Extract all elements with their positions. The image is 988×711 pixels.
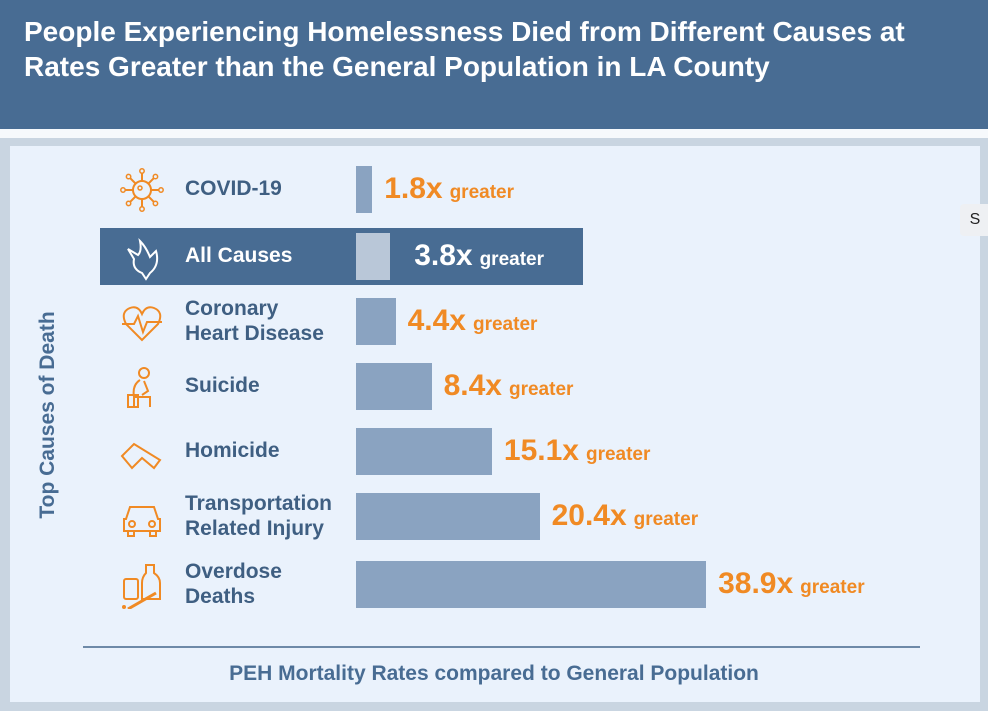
category-label: Homicide (185, 439, 280, 462)
bar-row: Transportation Related Injury 20.4x greater (100, 492, 698, 540)
dove-icon (120, 235, 164, 281)
title-banner: People Experiencing Homelessness Died fr… (0, 0, 988, 129)
y-axis-label: Top Causes of Death (36, 311, 59, 519)
chart-title: People Experiencing Homelessness Died fr… (24, 16, 905, 82)
category-label: Transportation Related Injury (185, 492, 333, 540)
bar-row: Coronary Heart Disease 4.4x greater (100, 297, 583, 345)
category-label: Overdose Deaths (185, 560, 282, 608)
car-icon (120, 495, 164, 539)
side-button[interactable]: S (960, 204, 988, 236)
category-label: COVID-19 (185, 177, 282, 200)
category-label: Coronary Heart Disease (185, 297, 324, 345)
bar (356, 233, 391, 280)
data-label: 20.4x greater (551, 499, 699, 532)
data-label: 4.4x greater (407, 304, 538, 337)
heart-pulse-icon (120, 300, 164, 344)
bar (356, 561, 707, 608)
data-label: 15.1x greater (503, 434, 651, 467)
data-label: 1.8x greater (384, 172, 514, 205)
bar (356, 428, 492, 475)
pill-bottle-syringe-icon (120, 563, 164, 611)
grieving-person-icon (120, 365, 164, 409)
bar-row: All Causes 3.8x greater (100, 228, 583, 285)
bar (356, 363, 432, 410)
virus-icon (120, 168, 164, 212)
category-label: All Causes (185, 244, 293, 267)
x-axis-line (83, 646, 920, 648)
bar-row: COVID-19 1.8x greater (100, 166, 583, 213)
bar (356, 166, 373, 213)
data-label: 8.4x greater (443, 369, 574, 402)
data-label: 3.8x greater (414, 239, 544, 272)
bar-row: Homicide 15.1x greater (100, 428, 650, 475)
bar (356, 298, 396, 345)
bar (356, 493, 540, 540)
gun-icon (120, 430, 164, 474)
category-label: Suicide (185, 374, 260, 397)
bar-row: Overdose Deaths 38.9x greater (100, 560, 865, 611)
bar-row: Suicide 8.4x greater (100, 363, 583, 410)
data-label: 38.9x greater (718, 567, 865, 600)
x-axis-label: PEH Mortality Rates compared to General … (229, 662, 759, 685)
divider (0, 129, 988, 138)
